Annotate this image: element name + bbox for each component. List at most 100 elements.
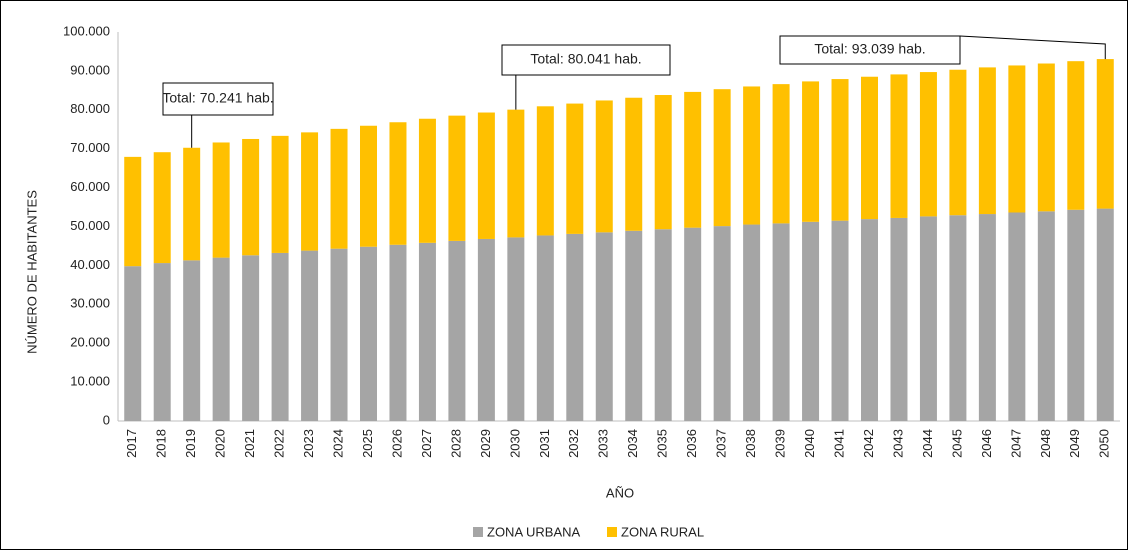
bar-segment [330,128,348,249]
y-tick-label: 60.000 [70,179,110,194]
y-tick-label: 100.000 [63,23,110,38]
bar-segment [477,112,495,239]
bar-segment [536,235,554,421]
bar-segment [684,91,702,228]
bar-segment [418,242,436,421]
y-tick-label: 20.000 [70,335,110,350]
x-tick-label: 2037 [714,429,729,458]
bar-segment [418,118,436,243]
annotation-text: Total: 80.041 hab. [530,51,641,67]
y-tick-label: 80.000 [70,101,110,116]
bar-segment [861,219,878,421]
y-tick-label: 70.000 [70,140,110,155]
x-tick-label: 2050 [1097,429,1112,458]
bar-segment [713,89,731,227]
bar-segment [802,221,820,421]
bar-segment [242,138,260,256]
x-tick-label: 2029 [478,429,493,458]
bar-segment [507,237,525,421]
annotation-box [779,35,961,65]
bar-segment [1008,212,1026,421]
bar-segment [1067,61,1085,210]
annotation-box [501,44,671,76]
bar-segment [890,74,908,218]
x-tick-label: 2038 [743,429,758,458]
bar-segment [242,255,260,421]
bar-segment [1096,208,1114,421]
y-tick-label: 30.000 [70,296,110,311]
x-tick-label: 2018 [154,429,169,458]
x-tick-label: 2039 [773,429,788,458]
x-tick-label: 2022 [272,429,287,458]
bar-segment [595,232,613,421]
legend-swatch [607,527,617,537]
bar-segment [536,106,554,236]
bar-segment [448,240,466,421]
x-tick-label: 2017 [124,429,139,458]
bar-segment [919,72,937,217]
bar-segment [684,227,702,421]
bar-segment [654,95,672,230]
x-tick-label: 2045 [949,429,964,458]
x-tick-label: 2019 [183,429,198,458]
bar-segment [271,135,289,253]
x-tick-label: 2036 [684,429,699,458]
x-tick-label: 2031 [537,429,552,458]
bar-segment [802,81,820,222]
bar-segment [919,216,937,421]
x-tick-label: 2034 [625,429,640,458]
bar-segment [389,122,407,245]
bar-segment [654,229,672,421]
bar-segment [124,156,142,267]
x-tick-label: 2026 [389,429,404,458]
bar-segment [743,224,761,421]
bar-segment [360,125,377,247]
bar-segment [124,266,142,421]
bar-segment [743,86,761,225]
x-tick-label: 2048 [1038,429,1053,458]
legend-label: ZONA RURAL [621,524,704,539]
bar-segment [330,248,348,421]
x-tick-label: 2021 [242,429,257,458]
bar-segment [1008,65,1026,213]
bar-segment [1096,59,1114,209]
x-tick-label: 2044 [920,429,935,458]
x-tick-label: 2040 [802,429,817,458]
bar-segment [1037,63,1055,212]
x-tick-label: 2030 [507,429,522,458]
y-tick-label: 0 [103,412,110,427]
bar-segment [153,152,171,264]
annotation-leader [959,35,1106,60]
bar-segment [183,260,201,421]
y-tick-label: 50.000 [70,218,110,233]
bar-segment [301,132,319,251]
y-tick-label: 40.000 [70,257,110,272]
bar-segment [625,230,643,421]
y-axis-title: NÚMERO DE HABITANTES [24,190,39,354]
bar-segment [389,244,407,421]
bar-segment [1037,211,1055,421]
bar-segment [978,67,996,215]
bar-segment [831,220,849,421]
x-axis-title: AÑO [606,485,634,500]
bar-segment [861,76,878,220]
bar-segment [890,217,908,421]
x-tick-label: 2027 [419,429,434,458]
bar-segment [978,214,996,421]
x-tick-label: 2043 [890,429,905,458]
bar-segment [1067,209,1085,421]
x-tick-label: 2020 [213,429,228,458]
bar-segment [566,103,584,234]
bar-segment [831,79,849,221]
bar-segment [625,97,643,231]
bar-segment [212,142,230,258]
legend-swatch [473,527,483,537]
bar-segment [595,100,613,233]
bar-segment [713,226,731,421]
x-tick-label: 2033 [596,429,611,458]
annotation-text: Total: 70.241 hab. [162,90,273,106]
x-tick-label: 2028 [448,429,463,458]
bar-segment [448,115,466,241]
legend-label: ZONA URBANA [487,524,581,539]
